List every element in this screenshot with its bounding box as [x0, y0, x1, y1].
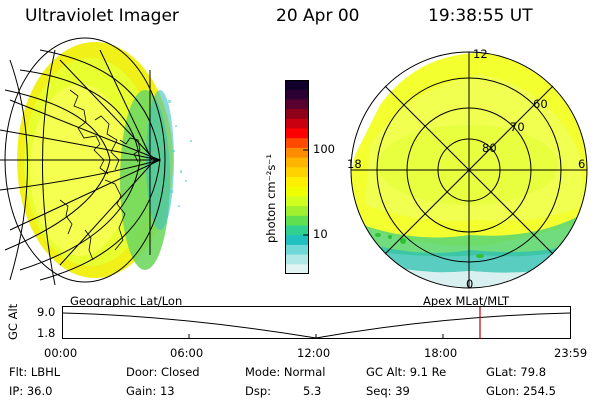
colorbar-cell [285, 215, 309, 226]
colorbar-tick-100: 100 [313, 142, 335, 156]
colorbar-cell [285, 206, 309, 217]
altitude-strip-chart [62, 306, 571, 339]
apex-label: Apex MLat/MLT [423, 294, 510, 308]
mlt-label-18: 18 [347, 157, 362, 171]
colorbar-cell [285, 128, 309, 139]
time-tick-0600: 06:00 [170, 346, 204, 360]
alt-tick-1-8: 1.8 [37, 326, 56, 340]
mlat-label-60: 60 [533, 97, 548, 111]
mlt-label-0: 0 [466, 277, 474, 291]
geographic-globe-image [0, 37, 192, 286]
mlt-label-12: 12 [473, 47, 488, 61]
seq-info: Seq: 39 [366, 384, 410, 398]
colorbar-cell [285, 109, 309, 120]
mlat-label-70: 70 [510, 120, 525, 134]
colorbar-cell [285, 89, 309, 100]
geographic-label: Geographic Lat/Lon [70, 294, 183, 308]
colorbar-cell [285, 186, 309, 197]
time-label: 19:38:55 UT [428, 6, 533, 26]
colorbar-cell [285, 225, 309, 236]
time-tick-2359: 23:59 [554, 346, 588, 360]
colorbar-cell [285, 147, 309, 159]
colorbar-cell [285, 196, 309, 207]
polar-mlt-plot [350, 51, 588, 289]
glon-info: GLon: 254.5 [486, 384, 556, 398]
colorbar-cell [285, 264, 309, 274]
colorbar-cell [285, 157, 309, 168]
mlt-label-6: 6 [578, 157, 586, 171]
instrument-title: Ultraviolet Imager [25, 6, 179, 26]
mode-info: Mode: Normal [245, 365, 326, 379]
date-label: 20 Apr 00 [276, 6, 360, 26]
dsp-label: Dsp: [245, 384, 272, 398]
colorbar-cell [285, 177, 309, 188]
colorbar-gradient [285, 80, 309, 274]
dsp-value: 5.3 [303, 384, 322, 398]
colorbar-cell [285, 167, 309, 178]
colorbar-cell [285, 244, 309, 256]
colorbar-tick-10: 10 [313, 227, 328, 241]
filter-info: Flt: LBHL [9, 365, 61, 379]
ip-info: IP: 36.0 [9, 384, 53, 398]
colorbar-cell [285, 138, 309, 149]
time-tick-1200: 12:00 [297, 346, 331, 360]
gc-alt-info: GC Alt: 9.1 Re [366, 365, 447, 379]
colorbar-unit-label: photon cm⁻²s⁻¹ [264, 154, 278, 243]
mlat-label-80: 80 [482, 141, 497, 155]
gc-alt-axis-title: GC Alt [6, 303, 20, 340]
alt-tick-9: 9.0 [37, 305, 56, 319]
colorbar-cell [285, 80, 309, 91]
colorbar-cell [285, 254, 309, 265]
time-tick-0000: 00:00 [44, 346, 78, 360]
colorbar-cell [285, 235, 309, 246]
colorbar-cell [285, 99, 309, 110]
door-info: Door: Closed [126, 365, 200, 379]
time-tick-1800: 18:00 [424, 346, 458, 360]
gain-info: Gain: 13 [126, 384, 175, 398]
colorbar-cell [285, 118, 309, 129]
glat-info: GLat: 79.8 [486, 365, 547, 379]
